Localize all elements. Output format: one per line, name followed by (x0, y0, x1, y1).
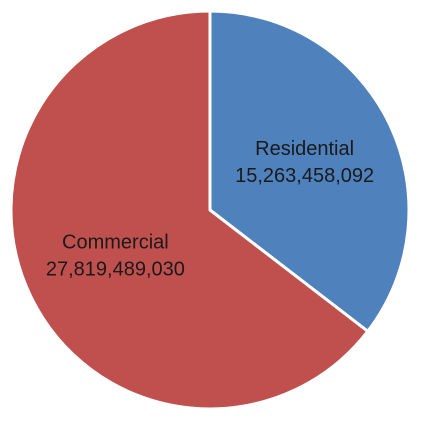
data-labels: Residential 15,263,458,092 Commercial 27,81… (46, 138, 374, 280)
slice-value-residential: 15,263,458,092 (235, 165, 374, 187)
pie-slice-residential (208, 9, 411, 333)
slice-value-commercial: 27,819,489,030 (46, 258, 185, 280)
slice-label-residential: Residential (255, 138, 354, 160)
slice-label-commercial: Commercial (62, 231, 169, 253)
pie-slices (9, 9, 411, 411)
pie-slice-commercial (9, 9, 370, 411)
